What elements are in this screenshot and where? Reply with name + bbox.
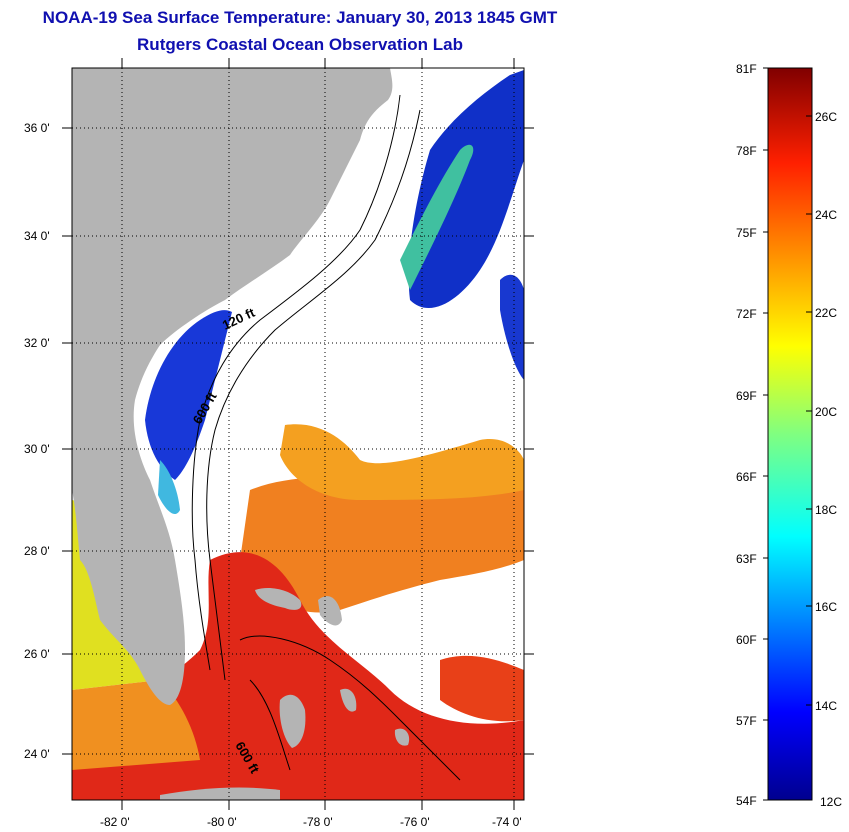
bahamas-island-3 [340,688,357,712]
colorbar-f-ticks [763,67,768,801]
lat-label: 30 0' [24,442,50,456]
andros-island [279,694,306,748]
colorbar-c-label: 22C [815,306,837,320]
lat-label: 28 0' [24,544,50,558]
warm-water-region-2 [280,424,524,500]
colorbar-c-label: 26C [815,110,837,124]
warm-water-region [240,466,524,613]
colorbar-c-label: 16C [815,600,837,614]
colorbar-f-labels: 81F 78F 75F 72F 69F 66F 63F 60F 57F 54F [736,62,757,808]
cold-patch-east [500,274,524,380]
colorbar-f-label: 57F [736,714,757,728]
lat-labels: 36 0' 34 0' 32 0' 30 0' 28 0' 26 0' 24 0… [24,121,50,761]
bahamas-island-4 [394,728,410,746]
lat-label: 32 0' [24,336,50,350]
us-mainland [72,68,393,705]
lon-label: -74 0' [492,815,522,829]
cuba [160,787,280,800]
colorbar-c-label: 18C [815,503,837,517]
colorbar-f-label: 75F [736,226,757,240]
lat-label: 26 0' [24,647,50,661]
colorbar-gradient [767,67,813,801]
lon-labels: -82 0' -80 0' -78 0' -76 0' -74 0' [100,815,522,829]
colorbar-f-label: 63F [736,552,757,566]
colorbar-f-label: 60F [736,633,757,647]
bahamas-island-2 [318,596,342,626]
colorbar-c-label: 12C [820,795,842,809]
lon-label: -78 0' [303,815,333,829]
lat-label: 36 0' [24,121,50,135]
hot-water-east [440,655,524,722]
cool-nearshore-water [158,460,180,515]
colorbar-c-ticks [806,115,812,706]
map-gridlines [72,68,524,800]
lon-label: -82 0' [100,815,130,829]
colorbar-f-label: 69F [736,389,757,403]
colorbar-f-label: 54F [736,794,757,808]
colorbar-f-label: 66F [736,470,757,484]
colorbar-f-label: 72F [736,307,757,321]
map-title: NOAA-19 Sea Surface Temperature: January… [42,8,558,27]
map-frame [71,67,525,801]
bathymetry-600ft [206,109,421,681]
colorbar-c-labels: 26C 24C 22C 20C 18C 16C 14C 12C [815,110,842,809]
lat-label: 24 0' [24,747,50,761]
map-ticks [62,58,534,810]
temperature-colorbar: 81F 78F 75F 72F 69F 66F 63F 60F 57F 54F … [736,62,842,809]
gulf-stream-front [400,144,474,290]
colorbar-f-label: 78F [736,144,757,158]
bathymetry-120ft [191,94,401,671]
map-subtitle: Rutgers Coastal Ocean Observation Lab [137,35,463,54]
colorbar-f-label: 81F [736,62,757,76]
lon-label: -80 0' [207,815,237,829]
colorbar-c-label: 14C [815,699,837,713]
colorbar-c-label: 24C [815,208,837,222]
lon-label: -76 0' [400,815,430,829]
bahamas-island-1 [255,588,302,610]
colorbar-c-label: 20C [815,405,837,419]
bahamas-bank-contour [239,635,461,781]
lat-label: 34 0' [24,229,50,243]
sst-map: 120 ft 600 ft 600 ft [24,58,534,829]
cold-shelf-water [145,310,232,480]
cold-water-northeast [408,70,524,309]
